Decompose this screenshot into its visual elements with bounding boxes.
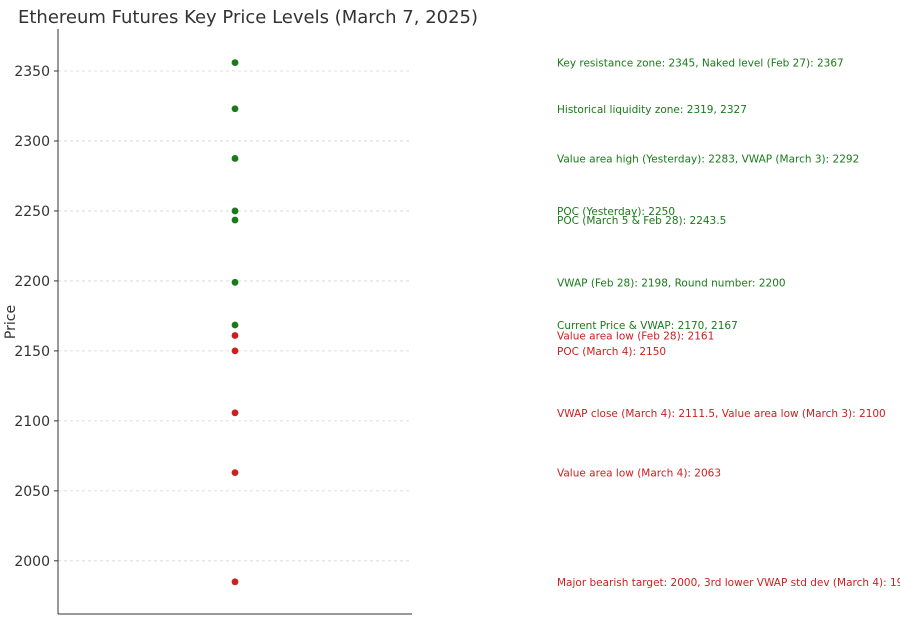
price-level-point: [231, 409, 239, 417]
annotations: Key resistance zone: 2345, Naked level (…: [557, 58, 900, 589]
price-level-point: [231, 469, 239, 477]
chart-title: Ethereum Futures Key Price Levels (March…: [18, 7, 478, 28]
price-level-annotation: POC (Yesterday): 2250: [557, 206, 675, 218]
y-tick-label: 2150: [14, 344, 50, 360]
price-level-annotation: Current Price & VWAP: 2170, 2167: [557, 320, 738, 332]
y-axis-label: Price: [3, 305, 19, 339]
y-tick-label: 2300: [14, 134, 50, 150]
data-points: [231, 59, 239, 586]
price-level-point: [231, 207, 239, 215]
price-level-point: [231, 278, 239, 286]
price-level-point: [231, 347, 239, 355]
y-tick-label: 2200: [14, 274, 50, 290]
y-tick-label: 2000: [14, 554, 50, 570]
price-level-annotation: POC (March 4): 2150: [557, 346, 666, 358]
price-level-annotation: Historical liquidity zone: 2319, 2327: [557, 104, 747, 116]
price-level-annotation: Value area low (March 4): 2063: [557, 468, 721, 480]
y-tick-label: 2350: [14, 64, 50, 80]
price-level-annotation: Value area high (Yesterday): 2283, VWAP …: [557, 153, 859, 165]
price-level-point: [231, 59, 239, 66]
price-level-point: [231, 105, 239, 113]
price-level-point: [231, 578, 239, 586]
price-level-annotation: Key resistance zone: 2345, Naked level (…: [557, 58, 844, 70]
price-level-annotation: Value area low (Feb 28): 2161: [557, 330, 714, 342]
price-level-annotation: POC (March 5 & Feb 28): 2243.5: [557, 215, 726, 227]
price-level-point: [231, 321, 239, 329]
y-tick-label: 2100: [14, 414, 50, 430]
grid-lines: [58, 70, 412, 562]
y-axis-ticks: 2000 2050 2100 2150 2200 2250 2300 2350: [14, 64, 58, 570]
price-level-point: [231, 155, 239, 162]
y-tick-label: 2050: [14, 484, 50, 500]
price-level-point: [231, 216, 239, 224]
price-level-annotation: VWAP close (March 4): 2111.5, Value area…: [557, 408, 886, 420]
price-level-point: [231, 332, 239, 339]
y-tick-label: 2250: [14, 204, 50, 220]
price-level-annotation: VWAP (Feb 28): 2198, Round number: 2200: [557, 277, 786, 289]
price-level-annotation: Major bearish target: 2000, 3rd lower VW…: [557, 577, 900, 589]
